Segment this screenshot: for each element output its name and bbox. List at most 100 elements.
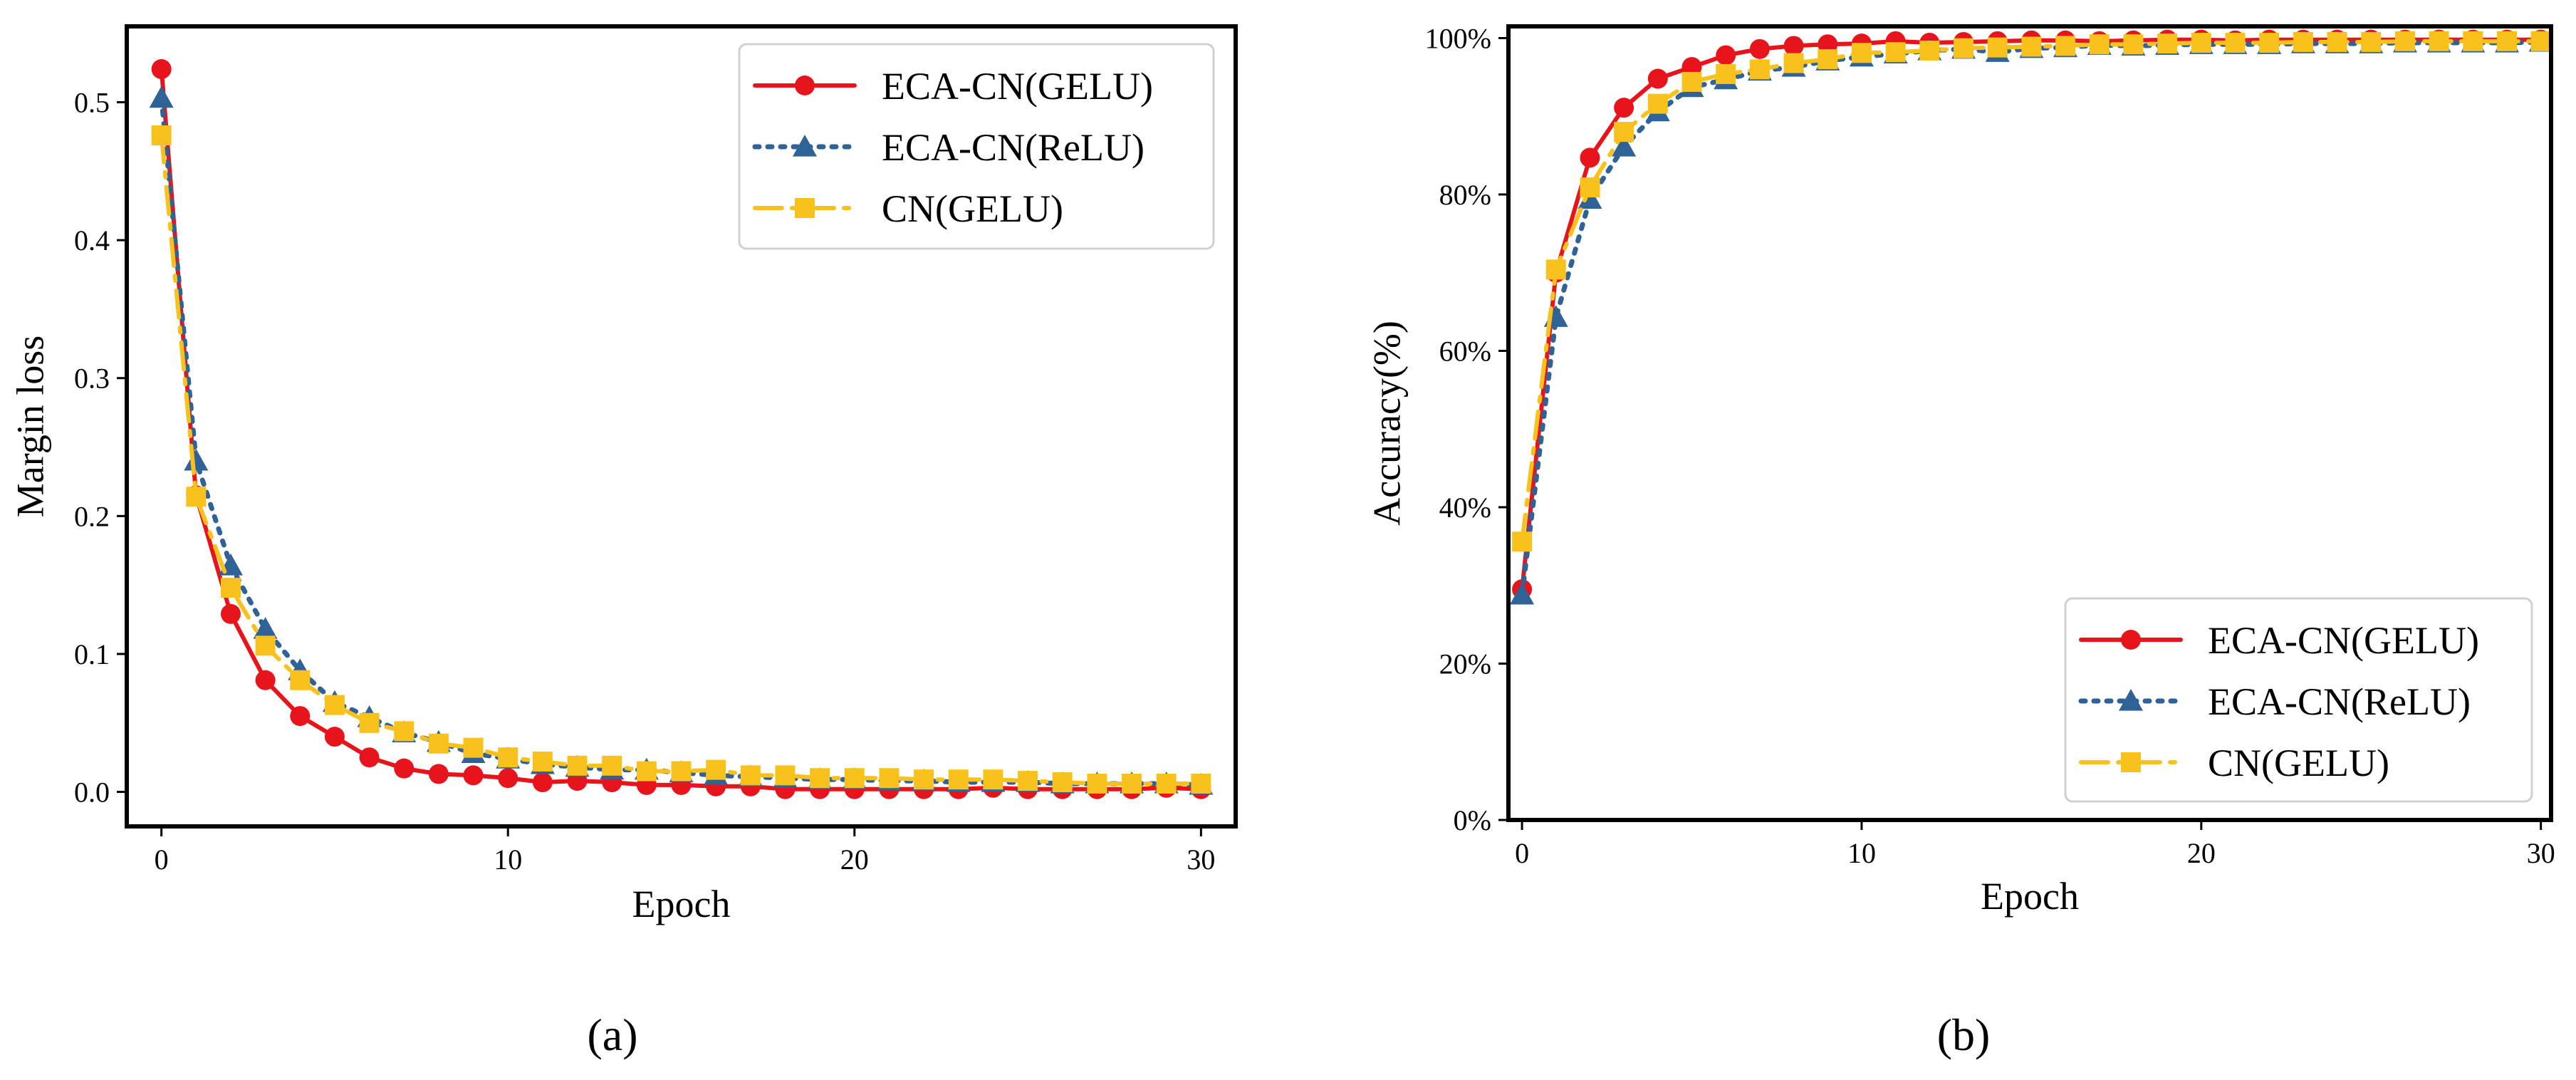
data-point-a-0-6 <box>359 747 380 768</box>
data-point-b-2-5 <box>1681 71 1702 92</box>
y-tick-label-b-0: 0% <box>1454 804 1491 836</box>
series-line-b-2 <box>1520 38 2543 544</box>
legend-label-b-1: ECA-CN(ReLU) <box>2208 680 2471 723</box>
data-point-b-2-10 <box>1851 43 1872 63</box>
legend-marker-a-1 <box>793 135 817 157</box>
data-point-b-2-18 <box>2123 34 2144 55</box>
x-tick-label-a-0: 0 <box>155 843 169 876</box>
data-point-a-2-13 <box>602 755 622 776</box>
data-point-b-0-2 <box>1580 147 1600 168</box>
data-point-b-2-17 <box>2089 34 2110 55</box>
y-tick-label-a-3: 0.3 <box>74 363 110 395</box>
legend-marker-a-0 <box>795 76 815 95</box>
y-tick-label-a-4: 0.4 <box>74 224 110 256</box>
data-point-b-2-16 <box>2055 36 2076 56</box>
data-point-b-2-0 <box>1512 531 1533 552</box>
data-point-b-2-23 <box>2293 31 2313 52</box>
data-point-b-1-2 <box>1578 187 1602 209</box>
data-point-a-2-1 <box>186 487 207 507</box>
chart-a-margin-loss: 0 10 20 30 0.0 0.1 0.2 0.3 0.4 0.5 Epoch Margin los… <box>9 24 1238 925</box>
plot-frame-b <box>1506 24 2553 822</box>
data-point-a-0-7 <box>394 758 414 779</box>
data-point-b-1-0 <box>1510 582 1535 605</box>
data-point-a-2-22 <box>914 769 934 790</box>
y-tick-label-b-1: 20% <box>1439 648 1491 680</box>
data-point-b-0-6 <box>1716 45 1736 66</box>
data-point-a-0-9 <box>463 765 484 786</box>
legend-label-a-2: CN(GELU) <box>882 187 1063 230</box>
data-point-b-2-9 <box>1818 49 1838 70</box>
chart-b-accuracy: 0 10 20 30 0% 20% 40% 60% 80% 100% Epoch Accuracy(%… <box>1365 22 2555 918</box>
y-tick-label-a-1: 0.1 <box>74 638 110 670</box>
legend-label-b-2: CN(GELU) <box>2208 742 2389 784</box>
x-tick-label-b-1: 10 <box>1847 837 1876 869</box>
data-point-b-2-4 <box>1647 93 1668 114</box>
legend-label-a-0: ECA-CN(GELU) <box>882 65 1153 108</box>
panel-a-label: (a) <box>587 1009 637 1060</box>
x-tick-label-a-3: 30 <box>1187 843 1215 876</box>
data-point-a-2-30 <box>1191 773 1211 794</box>
y-tick-label-a-2: 0.2 <box>74 500 110 532</box>
data-point-a-2-28 <box>1122 773 1142 794</box>
data-point-b-0-8 <box>1783 36 1804 56</box>
legend-marker-b-0 <box>2121 630 2141 650</box>
series-line-b-1 <box>1519 39 2544 598</box>
legend-box-a <box>738 43 1215 250</box>
data-point-a-2-11 <box>532 751 553 772</box>
data-point-a-2-6 <box>359 712 380 733</box>
legend-marker-b-2 <box>2121 752 2141 772</box>
data-point-a-0-0 <box>151 59 172 80</box>
data-point-a-2-18 <box>775 765 796 786</box>
data-point-a-2-14 <box>636 761 657 782</box>
data-point-a-0-10 <box>498 768 518 789</box>
data-point-a-2-9 <box>463 737 484 758</box>
x-tick-label-b-0: 0 <box>1515 837 1529 869</box>
data-point-b-2-28 <box>2463 31 2483 51</box>
data-point-b-2-25 <box>2361 31 2382 52</box>
series-line-b-0 <box>1520 37 2543 592</box>
data-point-b-2-21 <box>2225 33 2246 53</box>
legend-label-b-0: ECA-CN(GELU) <box>2208 619 2479 662</box>
data-point-b-2-22 <box>2259 33 2280 53</box>
data-point-a-2-12 <box>567 755 588 776</box>
data-point-b-2-29 <box>2497 31 2518 51</box>
data-point-a-2-17 <box>740 765 761 786</box>
data-point-a-2-27 <box>1087 773 1107 794</box>
legend-marker-b-1 <box>2119 689 2143 711</box>
data-point-a-2-3 <box>255 635 276 656</box>
data-point-a-2-24 <box>983 769 1003 790</box>
data-point-b-2-15 <box>2021 36 2042 57</box>
legend-b: ECA-CN(GELU) ECA-CN(ReLU) CN(GELU) <box>2064 597 2533 803</box>
data-point-b-2-11 <box>1885 42 1906 63</box>
data-point-b-1-3 <box>1612 135 1637 157</box>
data-point-b-2-7 <box>1749 59 1770 80</box>
data-point-b-2-26 <box>2394 31 2415 51</box>
data-point-a-2-16 <box>706 759 726 780</box>
data-point-a-1-3 <box>253 617 278 639</box>
data-point-a-2-4 <box>290 670 311 690</box>
data-point-a-0-3 <box>255 670 276 690</box>
data-point-b-2-2 <box>1580 177 1600 198</box>
data-point-a-0-11 <box>532 772 553 793</box>
x-tick-label-b-2: 20 <box>2187 837 2216 869</box>
legend-marker-a-2 <box>795 198 815 218</box>
data-point-b-2-1 <box>1545 259 1566 280</box>
data-point-a-2-0 <box>151 125 172 145</box>
data-point-a-2-23 <box>948 769 969 790</box>
data-point-b-2-12 <box>1919 41 1940 61</box>
y-tick-label-b-4: 80% <box>1439 179 1491 211</box>
data-point-a-2-7 <box>394 721 414 742</box>
data-point-a-2-29 <box>1156 773 1177 794</box>
y-tick-label-b-2: 40% <box>1439 492 1491 524</box>
y-tick-label-a-0: 0.0 <box>74 777 110 809</box>
data-point-a-2-20 <box>844 768 865 789</box>
data-point-a-2-15 <box>671 761 692 782</box>
data-point-b-2-13 <box>1954 38 1974 58</box>
legend-box-b <box>2064 597 2533 803</box>
data-point-a-2-21 <box>879 768 899 789</box>
y-tick-label-b-3: 60% <box>1439 335 1491 367</box>
data-point-a-0-8 <box>428 764 449 784</box>
data-point-b-2-14 <box>1987 37 2008 58</box>
data-point-a-2-26 <box>1052 772 1073 793</box>
